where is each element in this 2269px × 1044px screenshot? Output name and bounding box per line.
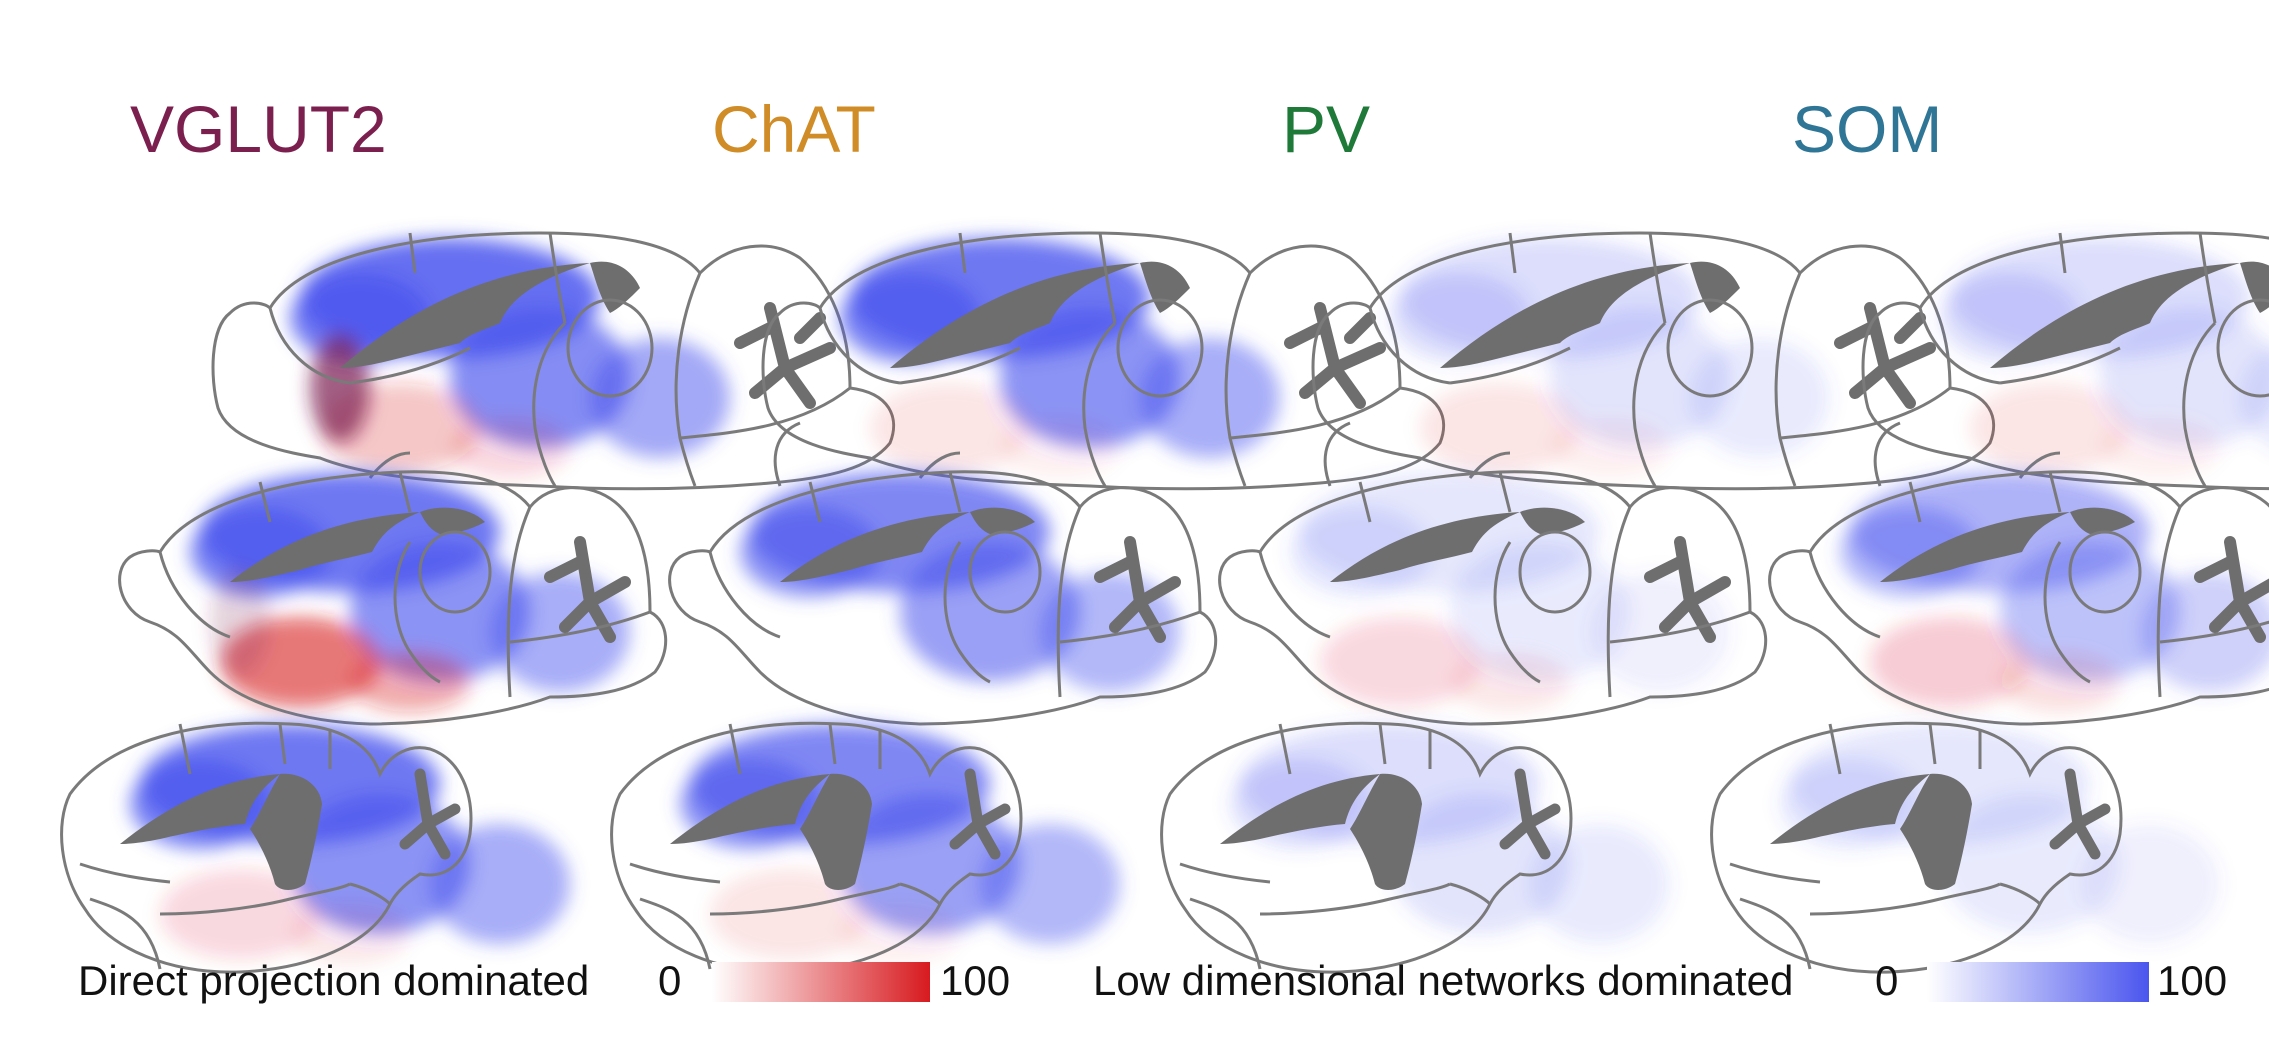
brain-section-som-row1 bbox=[1861, 231, 2269, 491]
legend-direct-projection: Direct projection dominated 0 100 bbox=[78, 957, 1010, 1004]
brain-section-pv-row1 bbox=[1311, 231, 1996, 491]
column-title-chat: ChAT bbox=[712, 92, 876, 166]
brain-section-pv-row3 bbox=[1160, 721, 1670, 974]
column-title-som: SOM bbox=[1792, 92, 1942, 166]
legend-low-dimensional: Low dimensional networks dominated 0 100 bbox=[1093, 957, 2227, 1004]
brain-section-chat-row3 bbox=[610, 721, 1120, 974]
legend-lowdim-max: 100 bbox=[2157, 957, 2227, 1004]
brain-section-pv-row2 bbox=[1218, 470, 1768, 726]
legend-lowdim-min: 0 bbox=[1875, 957, 1898, 1004]
brain-section-chat-row1 bbox=[761, 231, 1446, 491]
legend-lowdim-label: Low dimensional networks dominated bbox=[1093, 957, 1793, 1004]
legend-direct-colorbar bbox=[712, 962, 930, 1002]
column-title-pv: PV bbox=[1282, 92, 1370, 166]
column-title-vglut2: VGLUT2 bbox=[130, 92, 387, 166]
brain-section-som-row3 bbox=[1710, 721, 2220, 974]
brain-section-vglut2-row1 bbox=[211, 231, 896, 491]
brain-section-chat-row2 bbox=[668, 470, 1218, 726]
brain-section-vglut2-row2 bbox=[118, 470, 668, 726]
legend-direct-max: 100 bbox=[940, 957, 1010, 1004]
brain-section-som-row2 bbox=[1768, 470, 2269, 726]
legend-direct-min: 0 bbox=[658, 957, 681, 1004]
legend-direct-label: Direct projection dominated bbox=[78, 957, 589, 1004]
brain-maps-grid bbox=[60, 231, 2269, 974]
legend-lowdim-colorbar bbox=[1927, 962, 2149, 1002]
brain-section-vglut2-row3 bbox=[60, 721, 570, 974]
